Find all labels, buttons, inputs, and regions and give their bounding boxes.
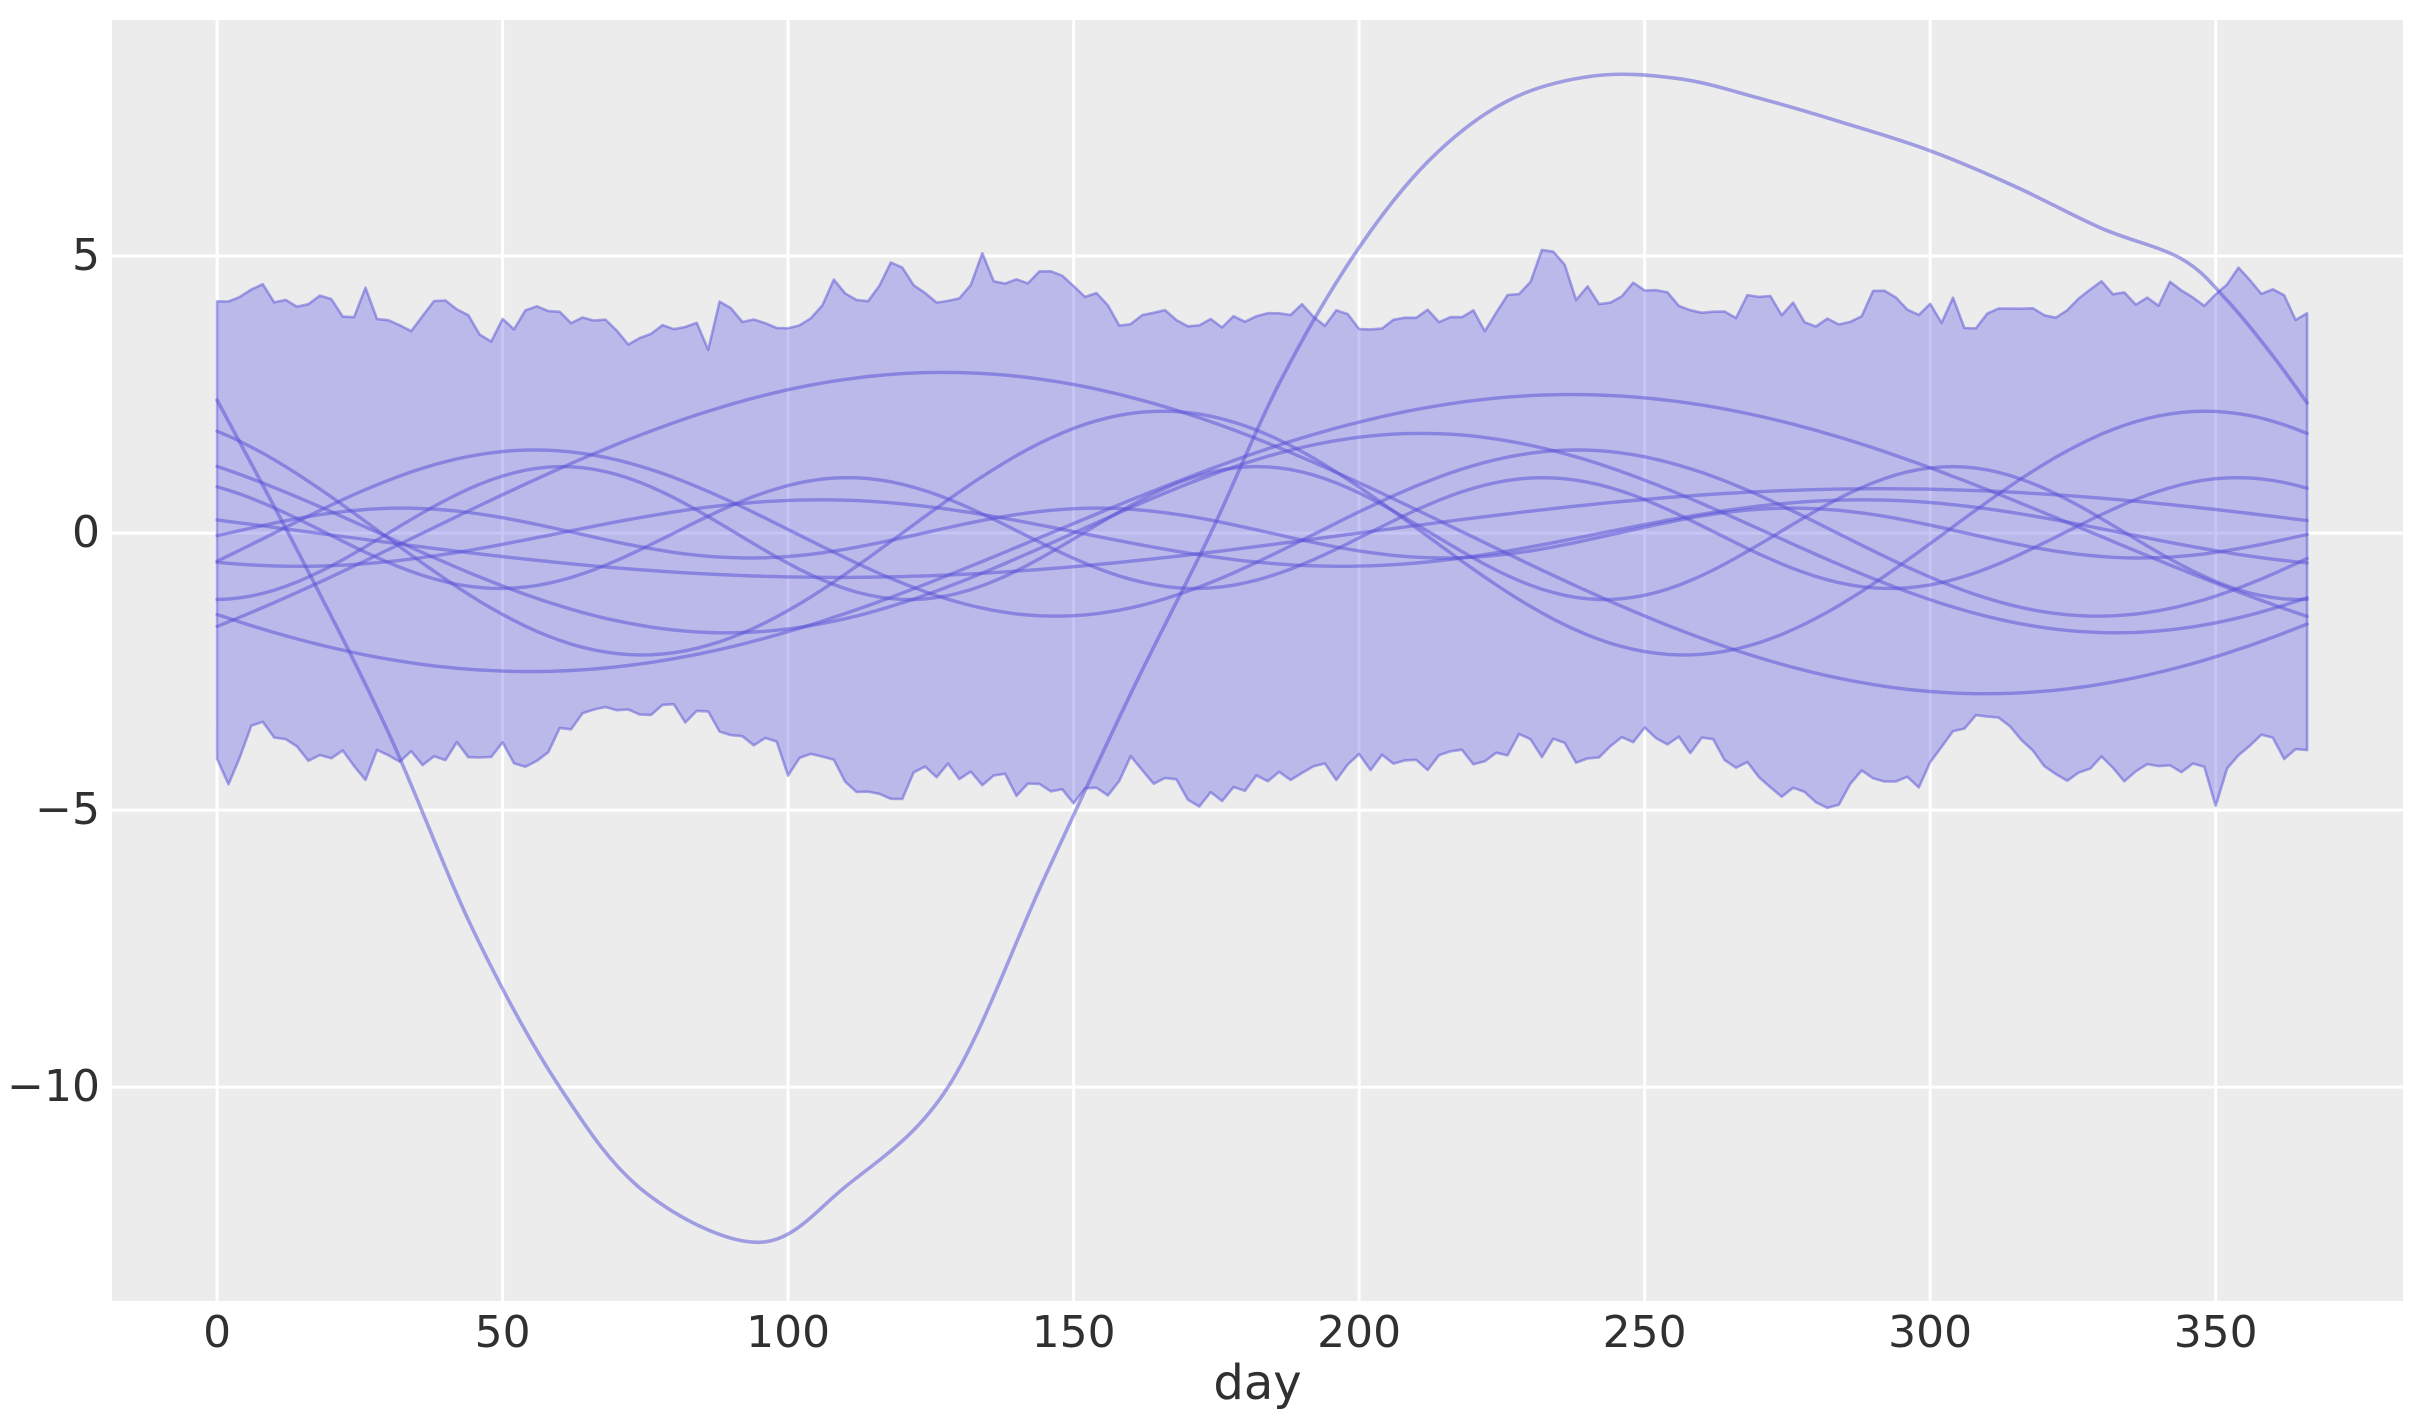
sample-curve: [215, 487, 2309, 580]
x-tick-label: 350: [2173, 1307, 2258, 1358]
chart-canvas: [112, 20, 2403, 1301]
y-tick-label: −5: [35, 784, 100, 836]
sample-curve: [215, 448, 2309, 618]
x-tick-label: 200: [1317, 1307, 1402, 1358]
uncertainty-band: [215, 248, 2309, 810]
sample-curve: [215, 475, 2309, 591]
large-amplitude-curve: [215, 72, 2309, 1245]
x-tick-label: 150: [1031, 1307, 1116, 1358]
y-tick-label: −10: [7, 1061, 100, 1113]
sample-curve: [215, 464, 2309, 602]
x-tick-label: 0: [203, 1307, 232, 1358]
sample-curve: [215, 431, 2309, 635]
x-axis-label: day: [1213, 1355, 1302, 1411]
x-tick-label: 50: [474, 1307, 531, 1358]
sample-curve: [215, 392, 2309, 674]
y-tick-label: 5: [72, 230, 100, 282]
x-tick-label: 250: [1602, 1307, 1687, 1358]
x-tick-label: 300: [1888, 1307, 1973, 1358]
y-tick-label: 0: [72, 507, 100, 559]
sample-curve: [215, 506, 2309, 560]
plot-area: [112, 20, 2403, 1301]
sample-curve: [215, 409, 2309, 657]
x-tick-label: 100: [746, 1307, 831, 1358]
